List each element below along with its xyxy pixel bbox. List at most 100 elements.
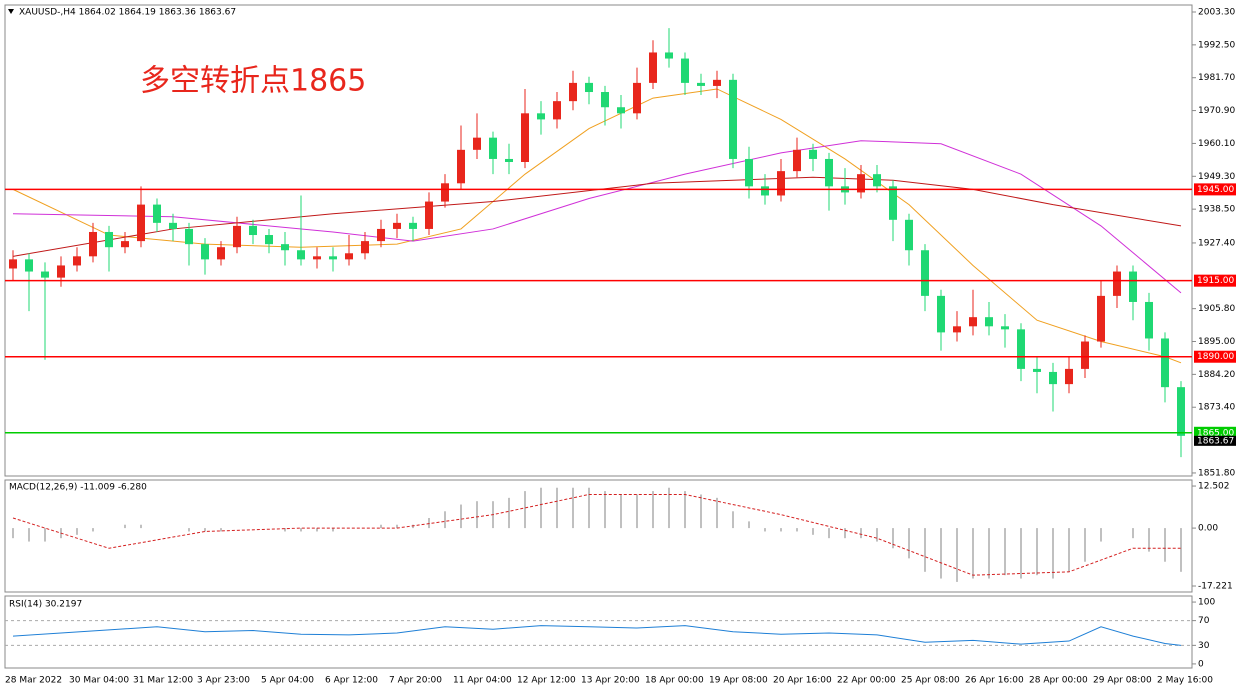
candle-body — [457, 149, 465, 184]
x-tick-label: 26 Apr 16:00 — [965, 676, 1024, 686]
candle-body — [25, 259, 33, 272]
x-tick-label: 11 Apr 04:00 — [453, 676, 512, 686]
indicator-line — [12, 493, 1181, 576]
candle-body — [553, 101, 561, 120]
x-tick-label: 22 Apr 00:00 — [837, 676, 896, 686]
level-label: 1915.00 — [1197, 276, 1234, 286]
candle-body — [409, 222, 417, 229]
candle-body — [233, 225, 241, 248]
candle-body — [729, 79, 737, 159]
candle-body — [633, 82, 641, 114]
level-tag — [1194, 426, 1236, 439]
indicator-line — [12, 625, 1182, 646]
candle-body — [1097, 295, 1105, 342]
candle-body — [57, 265, 65, 278]
candle-body — [809, 149, 817, 159]
y-tick-label: 1851.80 — [1198, 468, 1235, 478]
candle-body — [825, 158, 833, 187]
candle-body — [1113, 271, 1121, 296]
candle-body — [1129, 271, 1137, 302]
x-tick-label: 30 Mar 04:00 — [69, 676, 129, 686]
x-tick-label: 12 Apr 12:00 — [517, 676, 576, 686]
candle-body — [953, 326, 961, 333]
y-tick-label: 1905.80 — [1198, 304, 1235, 314]
candle-body — [985, 317, 993, 327]
y-tick-label: 1895.00 — [1198, 337, 1235, 347]
y-tick-label: 0.00 — [1198, 524, 1218, 534]
candle-body — [601, 92, 609, 108]
y-tick-label: 1970.90 — [1198, 106, 1235, 116]
candle-body — [185, 228, 193, 245]
candle-body — [89, 231, 97, 257]
macd-header: MACD(12,26,9) -11.009 -6.280 — [9, 483, 147, 493]
level-label: 1945.00 — [1197, 185, 1234, 195]
candle-body — [1145, 301, 1153, 339]
macd-panel — [4, 479, 1193, 593]
candle-body — [649, 52, 657, 83]
y-tick-label: 1873.40 — [1198, 403, 1235, 413]
candle-body — [281, 244, 289, 251]
candle-body — [249, 225, 257, 236]
candle-body — [313, 256, 321, 260]
candle-body — [1033, 368, 1041, 372]
candle-body — [297, 250, 305, 260]
candle-body — [1065, 368, 1073, 385]
y-tick-label: 1927.40 — [1198, 238, 1235, 248]
candle-body — [441, 183, 449, 202]
x-tick-label: 19 Apr 08:00 — [709, 676, 768, 686]
rsi-header: RSI(14) 30.2197 — [9, 600, 82, 610]
candle-body — [713, 79, 721, 86]
candle-body — [569, 82, 577, 102]
candle-body — [665, 52, 673, 59]
y-tick-label: 1992.50 — [1198, 40, 1235, 50]
candle-body — [1049, 371, 1057, 385]
level-tag — [1194, 274, 1236, 287]
x-tick-label: 13 Apr 20:00 — [581, 676, 640, 686]
symbol-header: XAUUSD-,H4 1864.02 1864.19 1863.36 1863.… — [19, 8, 236, 18]
level-label: 1865.00 — [1197, 428, 1234, 438]
y-tick-label: 0 — [1198, 659, 1204, 669]
menu-arrow — [8, 9, 14, 14]
y-tick-label: 70 — [1198, 616, 1210, 626]
candle-body — [1161, 338, 1169, 388]
y-tick-label: 2003.30 — [1198, 7, 1235, 17]
candle-body — [201, 244, 209, 260]
y-tick-label: 30 — [1198, 641, 1210, 651]
level-label: 1890.00 — [1197, 352, 1234, 362]
candle-body — [9, 259, 17, 269]
candle-body — [169, 222, 177, 229]
x-tick-label: 20 Apr 16:00 — [773, 676, 832, 686]
candle-body — [537, 113, 545, 120]
candle-body — [1081, 341, 1089, 369]
x-tick-label: 6 Apr 12:00 — [325, 676, 378, 686]
x-tick-label: 5 Apr 04:00 — [261, 676, 314, 686]
y-tick-label: 1949.30 — [1198, 172, 1235, 182]
candle-body — [761, 186, 769, 196]
candle-body — [873, 174, 881, 187]
candle-body — [793, 149, 801, 172]
x-tick-label: 3 Apr 23:00 — [197, 676, 250, 686]
x-tick-label: 7 Apr 20:00 — [389, 676, 442, 686]
candle-body — [889, 186, 897, 220]
y-tick-label: 1938.50 — [1198, 205, 1235, 215]
level-tag — [1194, 183, 1236, 196]
x-tick-label: 28 Mar 2022 — [5, 676, 62, 686]
x-tick-label: 25 Apr 08:00 — [901, 676, 960, 686]
candle-body — [857, 174, 865, 193]
y-tick-label: 1981.70 — [1198, 73, 1235, 83]
candle-body — [969, 317, 977, 327]
candle-body — [425, 201, 433, 229]
candle-body — [681, 58, 689, 83]
annotation: 多空转折点1865 — [140, 64, 366, 99]
candle-body — [505, 158, 513, 162]
candle-body — [1177, 387, 1185, 436]
y-tick-label: 100 — [1198, 598, 1215, 608]
y-tick-label: 1960.10 — [1198, 139, 1235, 149]
candle-body — [393, 222, 401, 229]
candle-body — [377, 228, 385, 242]
candle-body — [1001, 326, 1009, 330]
price-label: 1863.67 — [1197, 436, 1234, 446]
candle-body — [217, 247, 225, 260]
candle-body — [937, 295, 945, 333]
y-tick-label: 12.502 — [1198, 482, 1230, 492]
